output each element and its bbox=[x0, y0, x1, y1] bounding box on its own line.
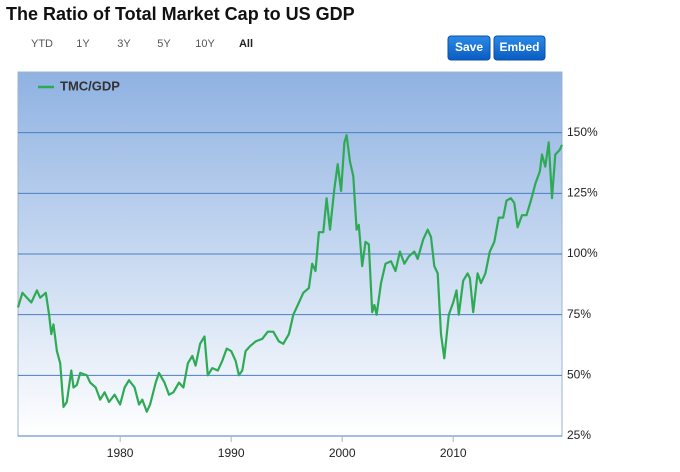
range-button[interactable]: YTD bbox=[31, 38, 53, 50]
action-button-label[interactable]: Embed bbox=[499, 40, 539, 54]
range-button[interactable]: 10Y bbox=[195, 38, 215, 50]
action-button-label[interactable]: Save bbox=[455, 40, 483, 54]
action-button[interactable] bbox=[447, 35, 491, 61]
action-button[interactable] bbox=[493, 35, 546, 61]
range-button[interactable]: All bbox=[239, 38, 253, 50]
chart-title: The Ratio of Total Market Cap to US GDP bbox=[6, 4, 355, 24]
range-button[interactable]: 1Y bbox=[76, 38, 90, 50]
range-button[interactable]: 5Y bbox=[157, 38, 171, 50]
y-tick-label: 100% bbox=[567, 246, 598, 260]
x-tick-label: 2000 bbox=[329, 446, 356, 460]
y-tick-label: 125% bbox=[567, 186, 598, 200]
y-tick-label: 75% bbox=[567, 307, 591, 321]
data-line bbox=[16, 134, 564, 413]
y-tick-label: 25% bbox=[567, 428, 591, 442]
legend-label: TMC/GDP bbox=[60, 78, 120, 93]
x-tick-label: 1990 bbox=[218, 446, 245, 460]
y-tick-label: 50% bbox=[567, 368, 591, 382]
range-button[interactable]: 3Y bbox=[117, 38, 131, 50]
x-tick-label: 1980 bbox=[107, 446, 134, 460]
x-tick-label: 2010 bbox=[440, 446, 467, 460]
y-tick-label: 150% bbox=[567, 125, 598, 139]
